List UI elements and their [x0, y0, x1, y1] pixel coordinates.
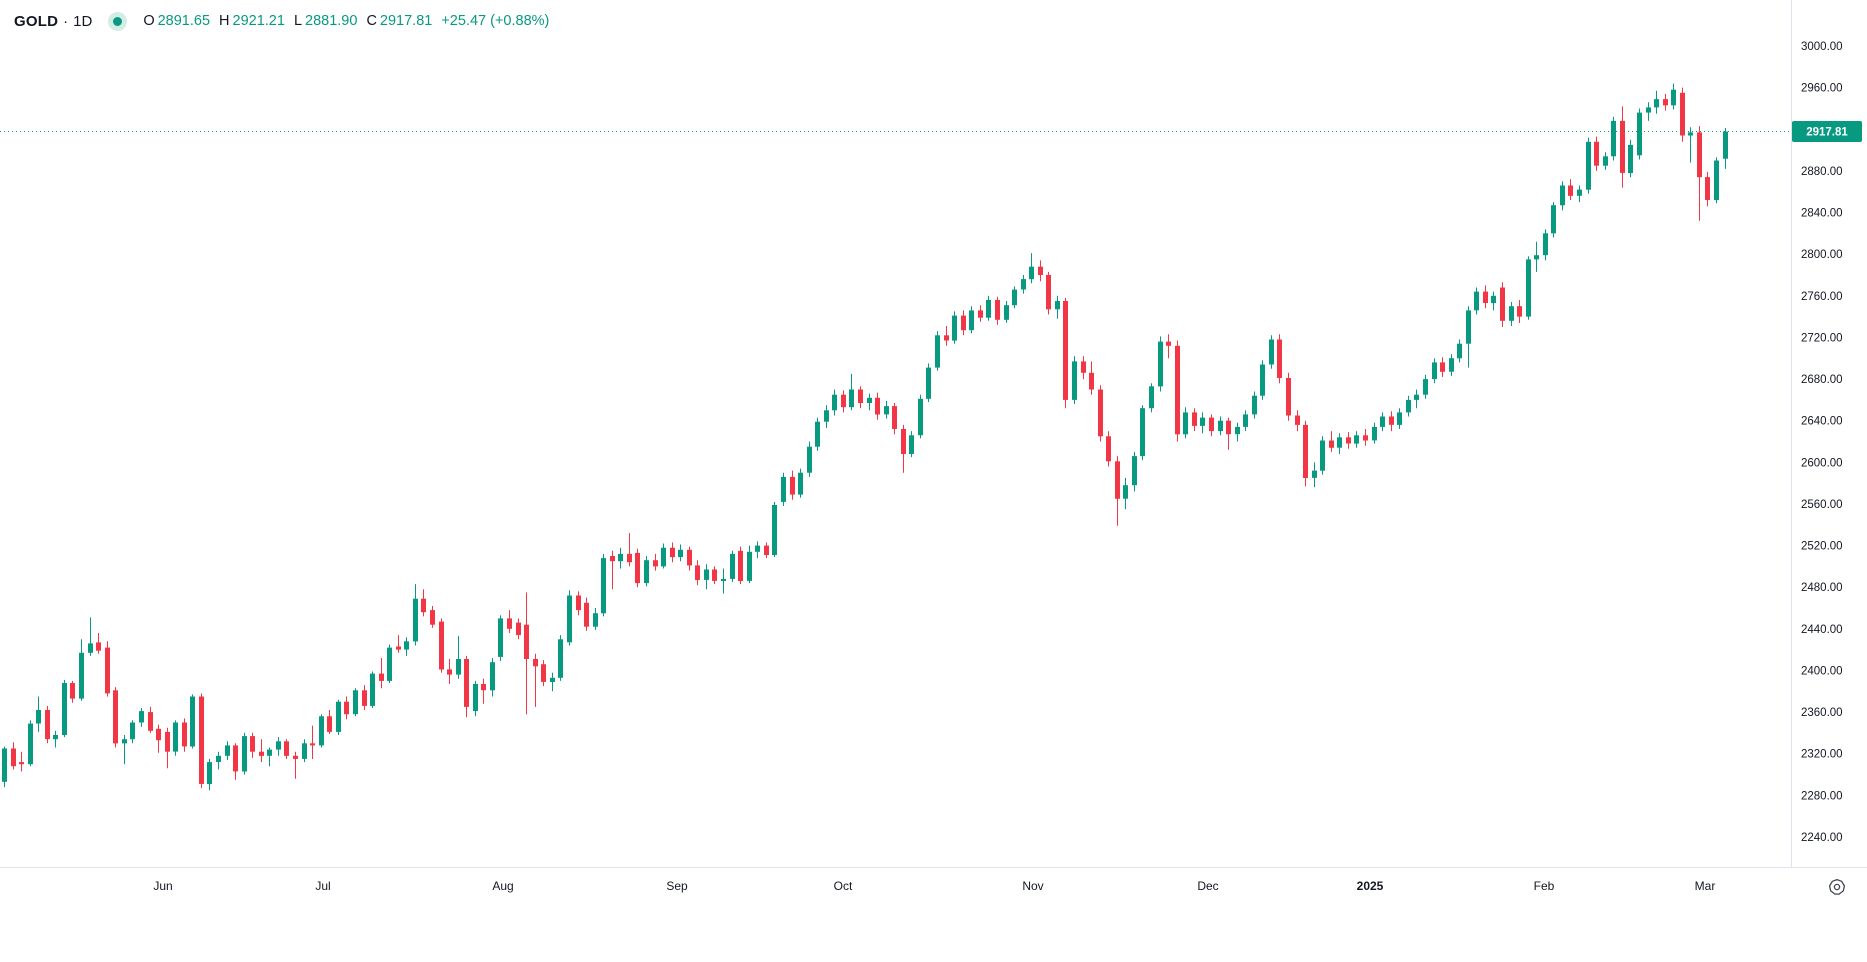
time-tick-label[interactable]: Mar: [1695, 879, 1716, 893]
change-value: +25.47 (+0.88%): [441, 13, 550, 29]
price-tick-label: 2400.00: [1801, 666, 1843, 678]
price-tick-label: 2960.00: [1801, 83, 1843, 95]
price-tick-label: 2840.00: [1801, 208, 1843, 220]
timezone-settings-icon[interactable]: [1828, 878, 1846, 896]
price-tick-label: 2600.00: [1801, 457, 1843, 469]
interval-label[interactable]: 1D: [73, 12, 93, 30]
price-tick-label: 2280.00: [1801, 790, 1843, 802]
open-label: O: [143, 13, 155, 29]
price-tick-label: 2680.00: [1801, 374, 1843, 386]
price-tick-label: 2440.00: [1801, 624, 1843, 636]
price-tick-label: 2480.00: [1801, 582, 1843, 594]
chart-legend: GOLD · 1D O 2891.65 H 2921.21 L 2881.90 …: [14, 8, 549, 34]
price-tick-label: 2880.00: [1801, 166, 1843, 178]
time-tick-label[interactable]: Sep: [666, 879, 688, 893]
price-tick-label: 2520.00: [1801, 541, 1843, 553]
time-tick-label[interactable]: Feb: [1534, 879, 1555, 893]
price-tick-label: 2760.00: [1801, 291, 1843, 303]
low-value: 2881.90: [305, 13, 358, 29]
price-tick-label: 2320.00: [1801, 749, 1843, 761]
close-value: 2917.81: [379, 13, 433, 29]
price-tick-label: 2240.00: [1801, 832, 1843, 844]
time-tick-label[interactable]: Oct: [834, 879, 853, 893]
symbol-name[interactable]: GOLD: [14, 12, 59, 30]
price-tick-label: 2720.00: [1801, 332, 1843, 344]
high-value: 2921.21: [232, 13, 285, 29]
market-open-dot-icon: [113, 16, 123, 26]
open-value: 2891.65: [157, 13, 211, 29]
time-tick-label[interactable]: Jul: [315, 879, 330, 893]
svg-text:2917.81: 2917.81: [1806, 127, 1848, 139]
price-tick-label: 2640.00: [1801, 416, 1843, 428]
close-label: C: [366, 13, 377, 29]
price-tick-label: 3000.00: [1801, 41, 1843, 53]
market-status-icon[interactable]: [108, 11, 128, 31]
time-tick-label[interactable]: 2025: [1357, 879, 1384, 893]
price-tick-label: 2800.00: [1801, 249, 1843, 261]
time-tick-label[interactable]: Aug: [492, 879, 513, 893]
legend-separator: ·: [63, 12, 69, 30]
ohlc-values: O 2891.65 H 2921.21 L 2881.90 C 2917.81 …: [143, 13, 549, 29]
time-tick-label[interactable]: Nov: [1022, 879, 1043, 893]
high-label: H: [219, 13, 230, 29]
time-tick-label[interactable]: Dec: [1197, 879, 1218, 893]
low-label: L: [293, 13, 303, 29]
price-tick-label: 2360.00: [1801, 707, 1843, 719]
last-price-badge: 2917.81: [1792, 121, 1862, 142]
time-tick-label[interactable]: Jun: [153, 879, 172, 893]
price-tick-label: 2560.00: [1801, 499, 1843, 511]
